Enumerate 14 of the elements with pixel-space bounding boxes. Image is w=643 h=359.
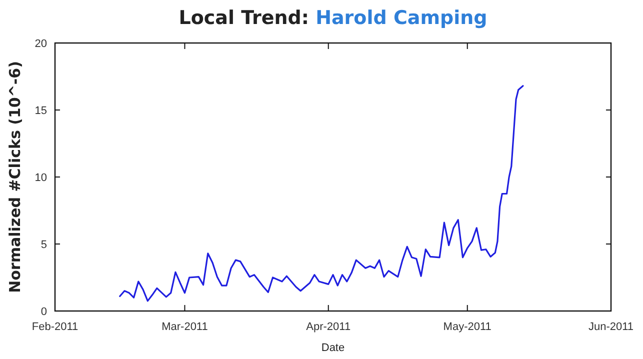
y-tick-label: 0 xyxy=(40,306,47,318)
x-tick-label: Apr-2011 xyxy=(306,321,351,333)
x-axis-title: Date xyxy=(321,342,345,354)
x-tick-label: Mar-2011 xyxy=(162,321,208,333)
x-tick-label: May-2011 xyxy=(443,321,492,333)
y-tick-label: 10 xyxy=(34,172,47,184)
line-series xyxy=(119,85,524,302)
chart-title: Local Trend: Harold Camping xyxy=(178,7,488,29)
x-tick-label: Feb-2011 xyxy=(32,321,78,333)
y-tick-label: 20 xyxy=(34,38,47,50)
y-axis-title: Normalized #Clicks (10^-6) xyxy=(6,61,24,293)
y-tick-label: 15 xyxy=(34,105,47,117)
y-tick-label: 5 xyxy=(40,239,47,251)
x-tick-label: Jun-2011 xyxy=(588,321,634,333)
